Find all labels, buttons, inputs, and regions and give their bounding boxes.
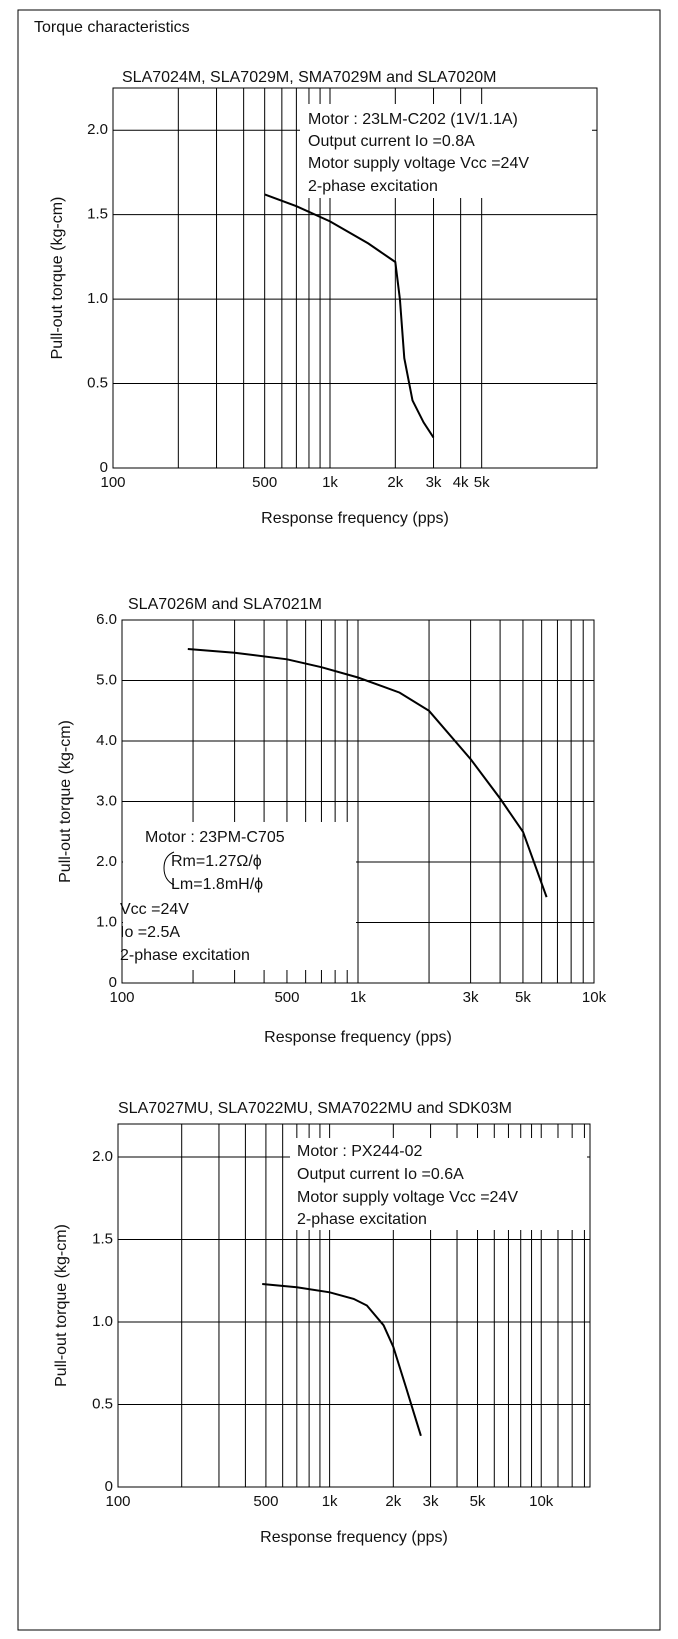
page-title: Torque characteristics xyxy=(34,19,190,36)
y-tick-label: 1.5 xyxy=(92,1230,113,1247)
x-tick-label: 3k xyxy=(463,989,479,1006)
chart-title: SLA7026M and SLA7021M xyxy=(128,596,322,613)
x-tick-label: 100 xyxy=(105,1493,130,1510)
plot-frame xyxy=(121,619,595,984)
x-tick-label: 5k xyxy=(470,1493,486,1510)
x-tick-label: 500 xyxy=(274,989,299,1006)
annotation-line: 2-phase excitation xyxy=(297,1211,427,1228)
x-axis-label: Response frequency (pps) xyxy=(264,1029,452,1046)
y-tick-label: 0 xyxy=(105,1478,113,1495)
y-tick-label: 4.0 xyxy=(96,732,117,749)
y-tick-label: 0.5 xyxy=(92,1395,113,1412)
y-axis-label: Pull-out torque (kg-cm) xyxy=(49,197,66,360)
y-tick-label: 5.0 xyxy=(96,671,117,688)
annotation-box xyxy=(290,1138,587,1230)
x-axis-label: Response frequency (pps) xyxy=(261,510,449,527)
x-tick-label: 1k xyxy=(350,989,366,1006)
annotation-line: Motor supply voltage Vcc =24V xyxy=(308,155,529,172)
y-tick-label: 2.0 xyxy=(87,121,108,138)
x-tick-label: 3k xyxy=(426,474,442,491)
plot-frame xyxy=(112,87,598,469)
y-axis-label: Pull-out torque (kg-cm) xyxy=(53,1224,70,1387)
x-tick-label: 1k xyxy=(322,474,338,491)
torque-curve xyxy=(264,193,435,439)
annotation-line: Lm=1.8mH/ϕ xyxy=(171,876,263,893)
annotation-line: Motor : 23LM-C202 (1V/1.1A) xyxy=(308,111,518,128)
y-tick-label: 3.0 xyxy=(96,792,117,809)
x-tick-label: 100 xyxy=(100,474,125,491)
x-tick-label: 100 xyxy=(109,989,134,1006)
y-tick-label: 1.0 xyxy=(92,1313,113,1330)
y-tick-label: 1.0 xyxy=(96,913,117,930)
annotation-box xyxy=(300,104,592,198)
x-tick-label: 10k xyxy=(529,1493,554,1510)
y-tick-label: 2.0 xyxy=(92,1148,113,1165)
annotation-line: Motor supply voltage Vcc =24V xyxy=(297,1189,518,1206)
annotation-line: Rm=1.27Ω/ϕ xyxy=(171,853,262,870)
x-tick-label: 5k xyxy=(515,989,531,1006)
x-tick-label: 500 xyxy=(252,474,277,491)
annotation-bracket xyxy=(163,851,175,886)
x-tick-label: 5k xyxy=(474,474,490,491)
y-tick-label: 1.5 xyxy=(87,206,108,223)
annotation-line: Motor : 23PM-C705 xyxy=(145,829,285,846)
plot-frame xyxy=(117,1123,591,1488)
annotation-line: Io =2.5A xyxy=(120,924,180,941)
x-tick-label: 3k xyxy=(423,1493,439,1510)
x-axis-label: Response frequency (pps) xyxy=(260,1529,448,1546)
torque-curve xyxy=(187,648,548,898)
x-tick-label: 1k xyxy=(322,1493,338,1510)
y-tick-label: 2.0 xyxy=(96,853,117,870)
annotation-line: Output current Io =0.6A xyxy=(297,1166,464,1183)
x-tick-label: 2k xyxy=(387,474,403,491)
x-tick-label: 2k xyxy=(385,1493,401,1510)
y-tick-label: 0 xyxy=(109,974,117,991)
x-tick-label: 10k xyxy=(582,989,607,1006)
chart-title: SLA7024M, SLA7029M, SMA7029M and SLA7020… xyxy=(122,69,496,86)
page-border xyxy=(17,9,661,1631)
y-tick-label: 6.0 xyxy=(96,611,117,628)
annotation-line: Output current Io =0.8A xyxy=(308,133,475,150)
y-tick-label: 0 xyxy=(100,459,108,476)
chart-title: SLA7027MU, SLA7022MU, SMA7022MU and SDK0… xyxy=(118,1100,512,1117)
annotation-line: Vcc =24V xyxy=(120,901,189,918)
y-tick-label: 0.5 xyxy=(87,375,108,392)
y-axis-label: Pull-out torque (kg-cm) xyxy=(57,720,74,883)
y-tick-label: 1.0 xyxy=(87,290,108,307)
annotation-line: 2-phase excitation xyxy=(308,178,438,195)
annotation-line: Motor : PX244-02 xyxy=(297,1143,423,1160)
x-tick-label: 4k xyxy=(453,474,469,491)
torque-curve xyxy=(262,1283,422,1437)
x-tick-label: 500 xyxy=(253,1493,278,1510)
annotation-line: 2-phase excitation xyxy=(120,947,250,964)
annotation-box xyxy=(123,822,356,970)
